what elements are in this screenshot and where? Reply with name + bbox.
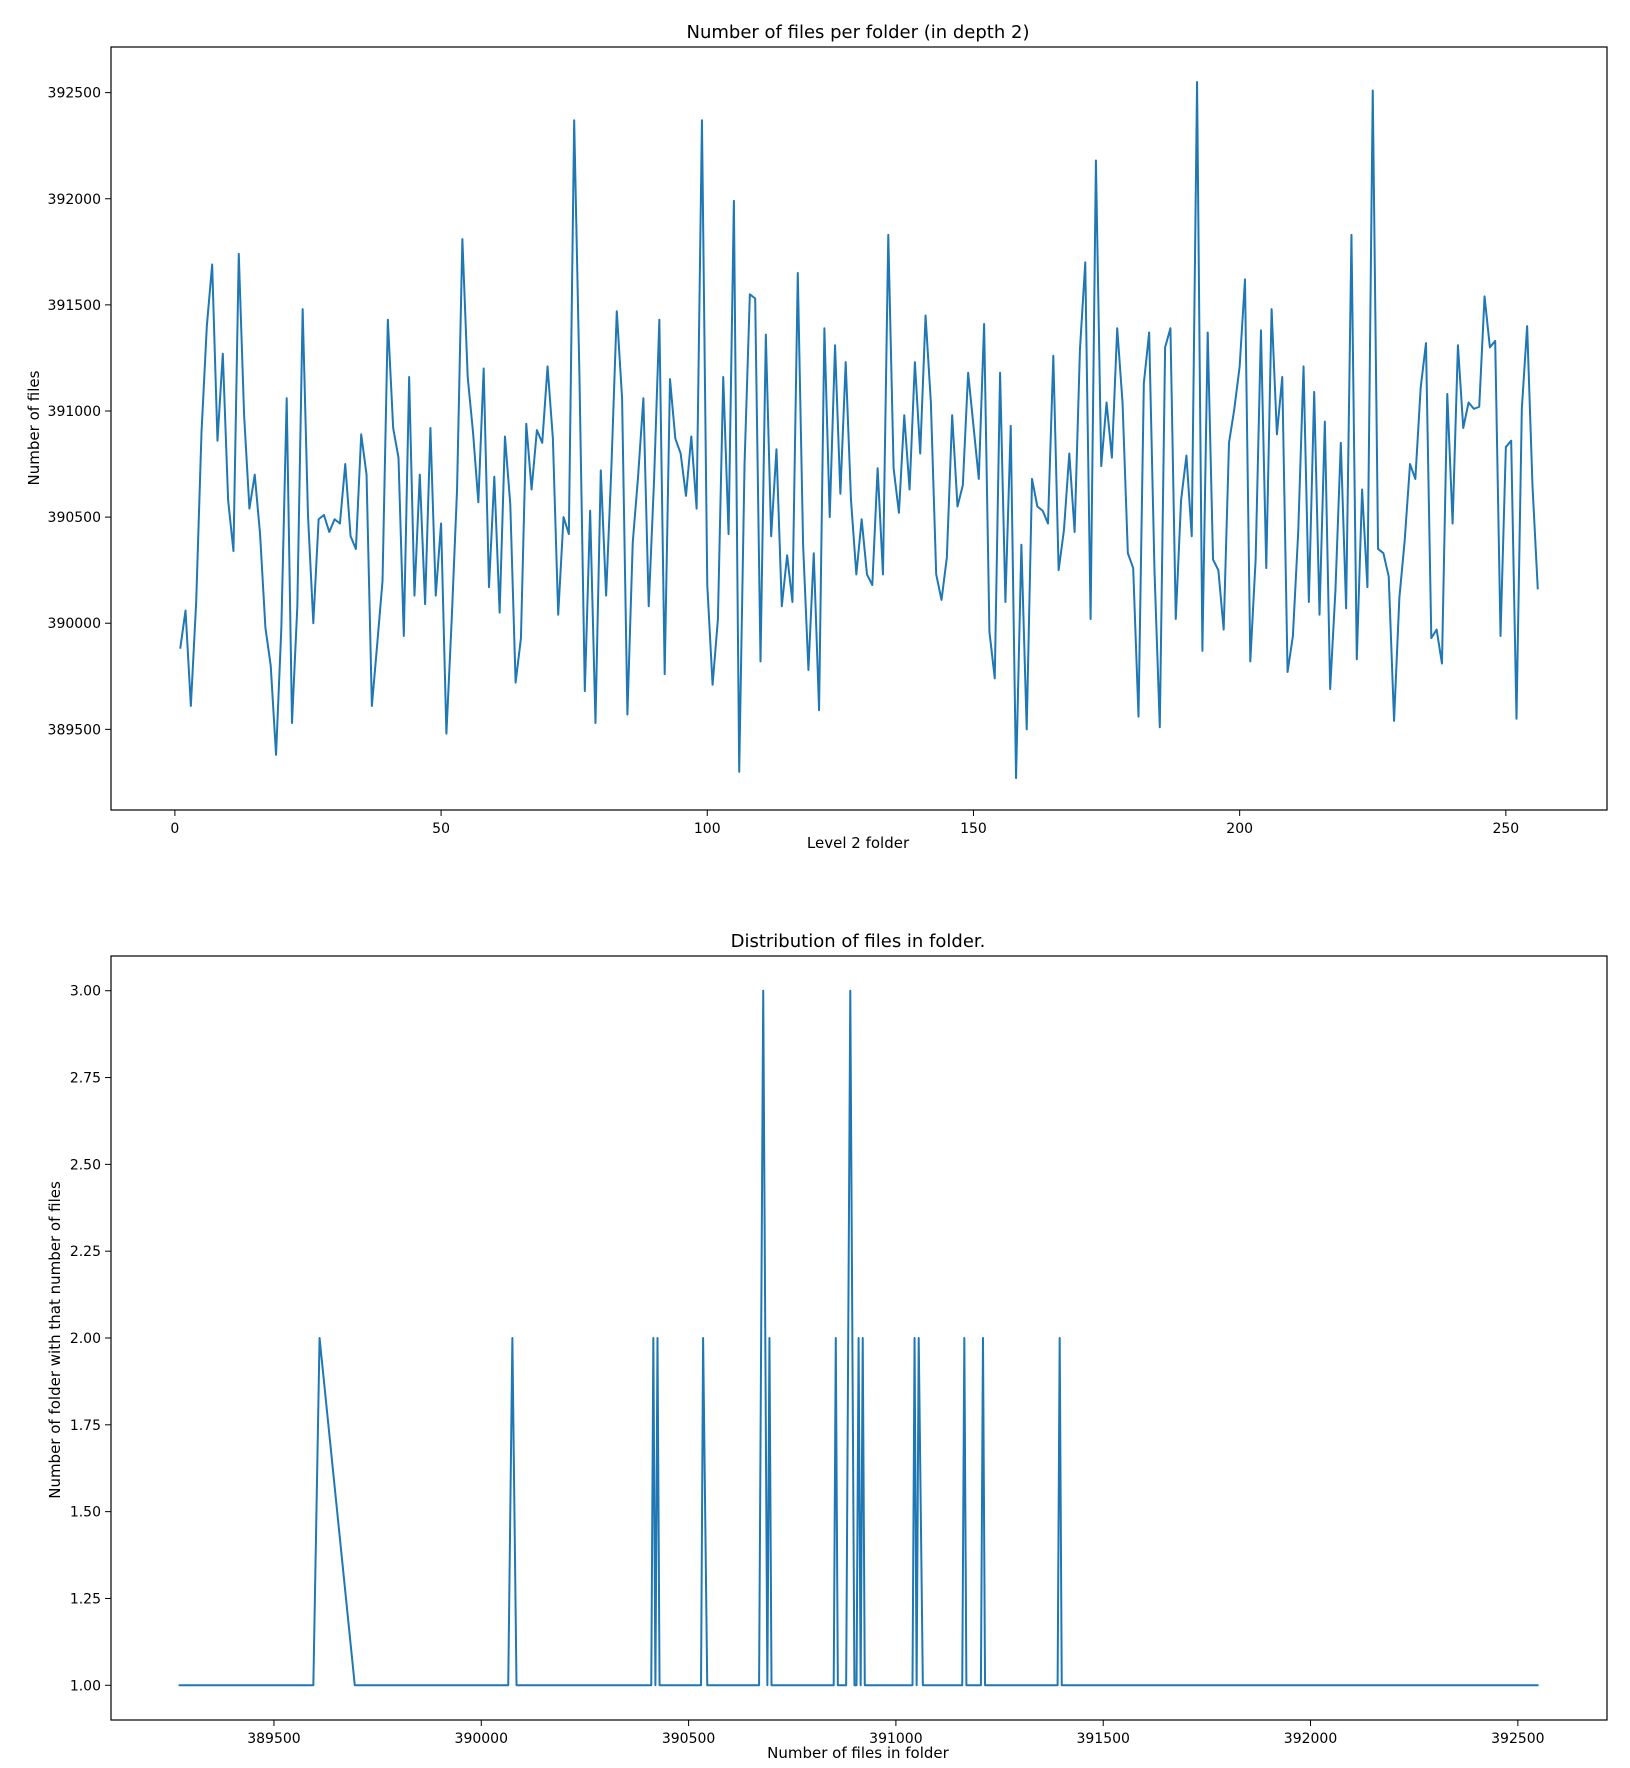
x-tick-label: 390000 xyxy=(455,1731,508,1747)
y-tick-label: 392500 xyxy=(48,86,101,102)
x-tick-label: 392000 xyxy=(1284,1731,1337,1747)
chart-title: Distribution of files in folder. xyxy=(731,931,986,952)
x-tick-label: 391000 xyxy=(869,1731,922,1747)
y-tick-label: 392000 xyxy=(48,192,101,208)
x-tick-label: 391500 xyxy=(1076,1731,1129,1747)
x-axis-label: Level 2 folder xyxy=(807,834,910,852)
y-tick-label: 391000 xyxy=(48,404,101,420)
y-tick-label: 1.00 xyxy=(70,1678,101,1694)
data-line-group xyxy=(179,81,1539,780)
y-tick-label: 2.00 xyxy=(70,1331,101,1347)
y-axis-label: Number of files xyxy=(25,370,43,485)
data-line-group xyxy=(178,989,1539,1687)
x-tick-label: 100 xyxy=(694,821,721,837)
x-tick-label: 0 xyxy=(170,821,179,837)
x-tick-label: 392500 xyxy=(1491,1731,1544,1747)
x-tick-label: 150 xyxy=(960,821,987,837)
y-tick-label: 2.50 xyxy=(70,1157,101,1173)
y-tick-label: 2.75 xyxy=(70,1071,101,1087)
y-tick-label: 2.25 xyxy=(70,1244,101,1260)
series-line xyxy=(179,81,1539,780)
y-axis-label: Number of folder with that number of fil… xyxy=(46,1181,64,1499)
axis-ticks: 0 50 100 150 200 250 389500 390000 390500 391000 3… xyxy=(48,86,1520,837)
x-axis-label: Number of files in folder xyxy=(767,1744,949,1762)
plot-frame xyxy=(110,46,1608,811)
y-tick-label: 3.00 xyxy=(70,984,101,1000)
x-tick-label: 200 xyxy=(1226,821,1253,837)
plot-frame xyxy=(110,955,1608,1721)
x-tick-label: 50 xyxy=(432,821,450,837)
x-tick-label: 390500 xyxy=(662,1731,715,1747)
y-tick-label: 389500 xyxy=(48,722,101,738)
x-tick-label: 250 xyxy=(1492,821,1519,837)
y-tick-label: 390500 xyxy=(48,510,101,526)
y-tick-label: 390000 xyxy=(48,616,101,632)
distribution-chart: Distribution of files in folder. Number … xyxy=(46,931,1608,1762)
x-tick-label: 389500 xyxy=(247,1731,300,1747)
files-per-folder-chart: Number of files per folder (in depth 2) … xyxy=(25,22,1608,852)
y-tick-label: 391500 xyxy=(48,298,101,314)
y-tick-label: 1.75 xyxy=(70,1418,101,1434)
axis-ticks: 389500 390000 390500 391000 391500 392000 3925… xyxy=(70,984,1545,1747)
chart-title: Number of files per folder (in depth 2) xyxy=(687,22,1030,43)
y-tick-label: 1.25 xyxy=(70,1591,101,1607)
series-line xyxy=(178,989,1539,1687)
y-tick-label: 1.50 xyxy=(70,1505,101,1521)
